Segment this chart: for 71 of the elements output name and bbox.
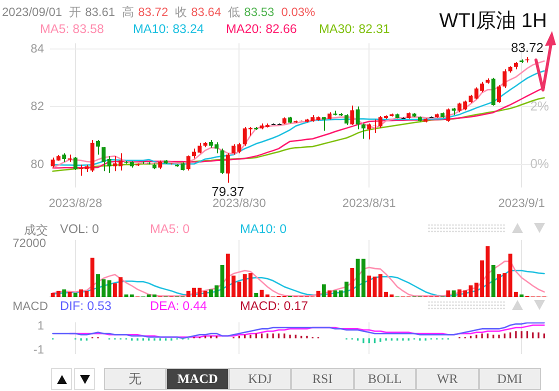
y-tick-label: 84 [30,41,44,56]
x-tick-label: 2023/8/31 [342,196,396,210]
annotation: 79.37 [212,184,244,199]
candlestick [367,122,372,140]
candlestick [73,156,78,170]
bar [254,292,258,297]
bar [367,276,372,297]
bar [322,284,326,297]
y-tick-label: 82 [30,99,44,114]
y2-tick-label: 2% [530,98,550,114]
bar [130,294,134,297]
y2-tick-label: 0% [530,156,550,172]
text: MACD [166,368,229,390]
candlestick [350,105,354,126]
text: MA20: 82.66 [226,22,298,36]
y-tick-label: 80 [30,156,44,171]
text: RSI [291,368,354,390]
series-label: DIF: 0.53 [60,299,112,313]
text: 72000 [12,236,46,250]
text: 无 [104,368,166,390]
text: BOLL [354,368,416,390]
series-label: DEA: 0.44 [150,299,208,313]
text: WR [416,368,479,390]
y-tick-label: 1 [37,318,44,333]
text: MA5: 0 [150,222,191,236]
text: 2023/09/01 [2,5,62,19]
text: MA10: 0 [240,222,288,236]
annotation: 83.72 [510,40,544,56]
bar [203,290,208,297]
candlestick [322,116,326,132]
x-tick-label: 2023/8/28 [48,196,102,210]
bar [73,292,78,297]
bar [62,289,66,297]
candlestick [226,152,230,184]
candlestick [497,84,501,104]
x-tick-label: 2023/8/30 [212,196,266,210]
text: KDJ [228,368,292,390]
text: 收 83.64 [175,4,222,21]
candlestick [102,146,106,172]
candlestick [186,155,190,172]
candlestick [356,106,360,130]
candlestick [107,156,112,174]
text: 高 83.72 [122,4,168,21]
text: 0.03% [281,5,316,19]
candlestick [96,139,100,156]
x-tick-label: 2023/9/1 [498,196,546,210]
candlestick [446,108,450,122]
bar [107,280,112,297]
chart-title: 成交 [23,222,48,238]
text: 低 83.53 [228,4,274,21]
bar [328,290,332,297]
chart-title: MACD [12,299,48,313]
y-tick-label: -1 [33,342,44,357]
chart-title: WTI原油 1H [439,9,547,34]
text: DMI [478,368,541,390]
series-label: VOL: 0 [60,222,100,236]
text: MA5: 83.58 [40,22,105,36]
bar [350,268,354,297]
candlestick [361,122,366,140]
text: MA30: 82.31 [319,22,391,36]
bar [333,290,338,297]
bar [452,290,456,297]
candlestick [372,118,377,134]
bar [520,294,524,297]
bar [90,258,94,297]
series-label: MACD: 0.17 [240,299,310,313]
candlestick [502,68,507,88]
text: 开 83.61 [69,4,116,21]
text: MA10: 83.24 [133,22,205,36]
bar [491,264,496,297]
bar [446,290,450,297]
